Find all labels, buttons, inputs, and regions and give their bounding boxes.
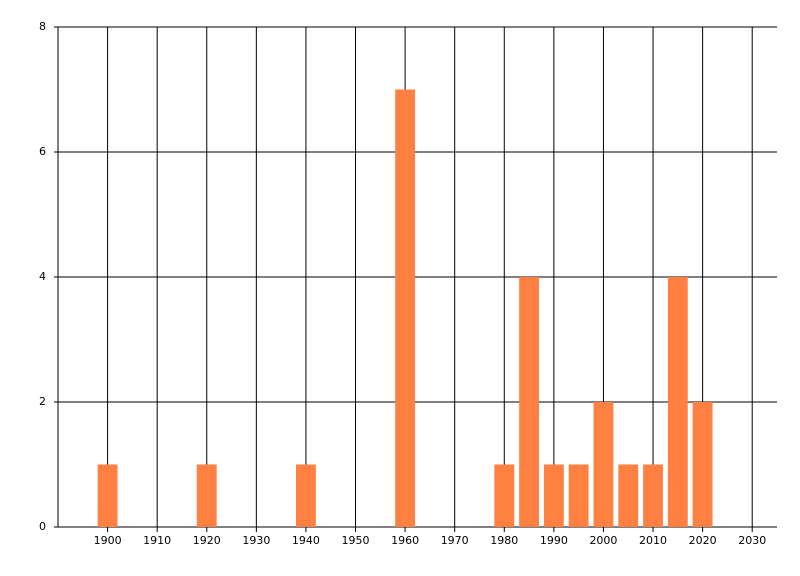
- bar: [692, 402, 713, 527]
- bar: [667, 277, 688, 527]
- bar: [395, 89, 416, 527]
- x-tick-label: 1970: [441, 534, 469, 547]
- y-tick-label: 8: [39, 20, 46, 33]
- bar: [618, 464, 639, 527]
- bar: [593, 402, 614, 527]
- bar: [568, 464, 589, 527]
- x-tick-label: 1930: [242, 534, 270, 547]
- x-tick-label: 1960: [391, 534, 419, 547]
- y-tick-label: 6: [39, 145, 46, 158]
- bar: [296, 464, 316, 527]
- y-tick-label: 2: [39, 395, 46, 408]
- bar: [519, 277, 539, 527]
- x-tick-label: 1910: [143, 534, 171, 547]
- x-tick-label: 1920: [193, 534, 221, 547]
- x-tick-label: 2010: [639, 534, 667, 547]
- bar: [643, 464, 663, 527]
- y-tick-label: 0: [39, 520, 46, 533]
- x-tick-label: 2020: [689, 534, 717, 547]
- x-tick-label: 1980: [490, 534, 518, 547]
- bar: [494, 464, 515, 527]
- bar: [97, 464, 118, 527]
- x-tick-label: 1950: [342, 534, 370, 547]
- x-tick-label: 1900: [94, 534, 122, 547]
- y-tick-label: 4: [39, 270, 46, 283]
- bar: [196, 464, 217, 527]
- bar: [543, 464, 564, 527]
- x-tick-label: 1990: [540, 534, 568, 547]
- x-tick-label: 1940: [292, 534, 320, 547]
- x-tick-label: 2030: [738, 534, 766, 547]
- x-tick-label: 2000: [589, 534, 617, 547]
